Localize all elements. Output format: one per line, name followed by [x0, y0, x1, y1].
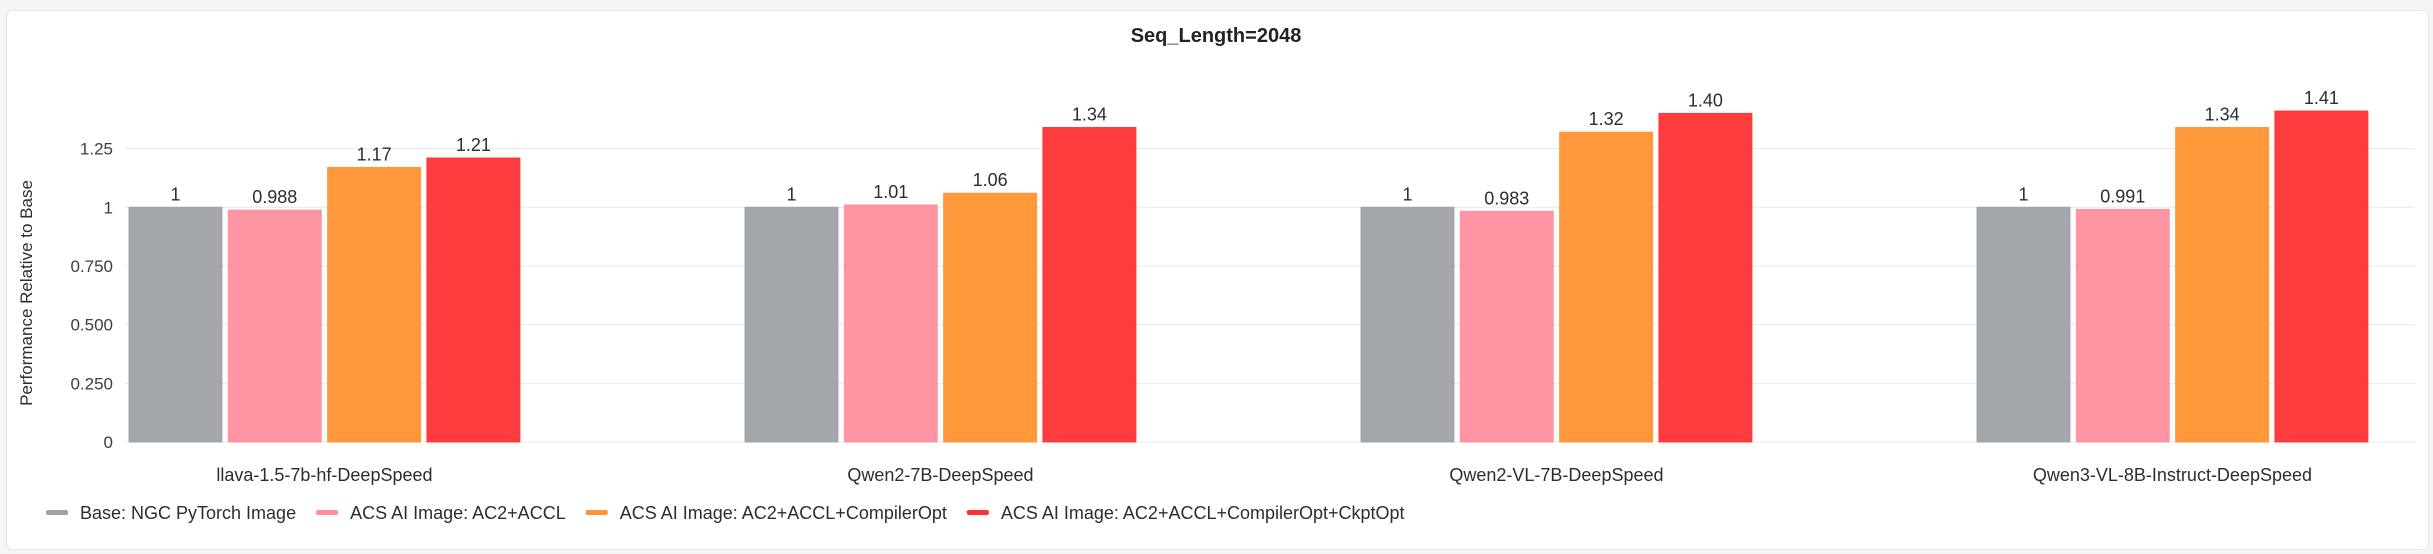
bar[interactable] [943, 192, 1038, 443]
legend-swatch [966, 510, 989, 515]
y-tick-label: 0.250 [70, 374, 113, 393]
y-tick-label: 0 [104, 433, 113, 452]
bar-value-label: 1 [786, 184, 796, 204]
legend-label: ACS AI Image: AC2+ACCL+CompilerOpt+CkptO… [1001, 503, 1405, 523]
legend-swatch [46, 510, 68, 515]
bar-value-label: 1.34 [1072, 105, 1107, 125]
x-category-label: Qwen2-VL-7B-DeepSpeed [1449, 465, 1663, 485]
bar-value-label: 1 [2018, 184, 2028, 204]
legend-label: Base: NGC PyTorch Image [80, 503, 296, 523]
y-tick-label: 0.500 [70, 316, 113, 335]
bar[interactable] [843, 204, 938, 443]
chart-title: Seq_Length=2048 [1131, 25, 1302, 47]
bar-value-label: 1.01 [873, 182, 908, 202]
legend-label: ACS AI Image: AC2+ACCL+CompilerOpt [620, 503, 947, 523]
bar-value-label: 0.988 [252, 187, 297, 207]
legend-label: ACS AI Image: AC2+ACCL [350, 503, 566, 523]
legend-item[interactable]: ACS AI Image: AC2+ACCL+CompilerOpt [585, 503, 947, 523]
bar[interactable] [327, 166, 422, 443]
legend-item[interactable]: Base: NGC PyTorch Image [46, 503, 296, 523]
legend-item[interactable]: ACS AI Image: AC2+ACCL+CompilerOpt+CkptO… [966, 503, 1405, 523]
bar[interactable] [128, 206, 223, 443]
x-category-label: llava-1.5-7b-hf-DeepSpeed [216, 465, 432, 485]
bar[interactable] [1658, 112, 1753, 443]
bar[interactable] [1976, 206, 2071, 443]
bar[interactable] [1042, 127, 1137, 443]
x-category-label: Qwen2-7B-DeepSpeed [847, 465, 1033, 485]
bars-layer [128, 110, 2369, 443]
bar-value-label: 1.41 [2304, 88, 2339, 108]
bar-value-label: 1 [170, 184, 180, 204]
bar-value-label: 1 [1402, 184, 1412, 204]
legend-item[interactable]: ACS AI Image: AC2+ACCL [316, 503, 566, 523]
bar[interactable] [744, 206, 839, 443]
y-tick-label: 0.750 [70, 257, 113, 276]
bar-value-label: 1.34 [2205, 105, 2240, 125]
bar[interactable] [2075, 208, 2170, 443]
bar[interactable] [426, 157, 521, 443]
bar-value-label: 0.983 [1484, 188, 1529, 208]
y-tick-label: 1.25 [80, 140, 113, 159]
category-labels-layer: llava-1.5-7b-hf-DeepSpeed Qwen2-7B-DeepSp… [216, 465, 2312, 485]
y-axis-label: Performance Relative to Base [17, 180, 36, 406]
bar[interactable] [2175, 127, 2270, 443]
bar[interactable] [2274, 110, 2369, 443]
bar-value-label: 1.40 [1688, 90, 1723, 110]
legend[interactable]: Base: NGC PyTorch Image ACS AI Image: AC2… [46, 503, 1405, 523]
legend-swatch [316, 510, 339, 515]
bar-value-label: 0.991 [2100, 186, 2145, 206]
bar-value-label: 1.06 [973, 170, 1008, 190]
bar-value-label: 1.32 [1589, 109, 1624, 129]
value-labels-layer: 1 0.988 1.17 1.21 1 1.01 1.06 1.34 1 0.983 1.32 1.4… [170, 88, 2338, 208]
bar-value-label: 1.21 [456, 135, 491, 155]
legend-swatch [585, 510, 608, 515]
bar-value-label: 1.17 [357, 144, 392, 164]
bar[interactable] [1459, 210, 1554, 443]
bar[interactable] [1559, 131, 1654, 443]
bar[interactable] [1360, 206, 1455, 443]
y-tick-label: 1 [104, 198, 113, 217]
bar[interactable] [227, 209, 322, 443]
x-category-label: Qwen3-VL-8B-Instruct-DeepSpeed [2033, 465, 2312, 485]
